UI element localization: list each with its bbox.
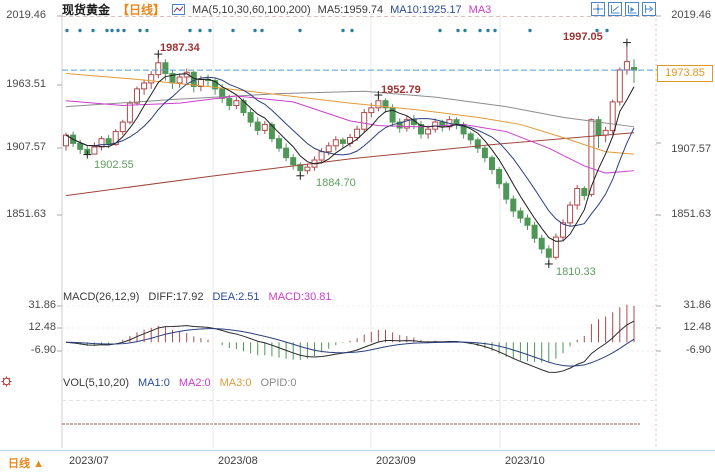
crosshair-tool-icon[interactable] [591, 2, 605, 16]
left-axis-price-label: 1851.63 [6, 208, 46, 220]
macd-diff-value: DIFF:17.92 [148, 291, 204, 303]
vol-ma3-value: MA3:0 [219, 377, 252, 389]
left-axis-price-label: 1907.57 [6, 141, 46, 153]
vol-opid-value: OPID:0 [260, 377, 297, 389]
high-price-annotation: 1987.34 [160, 42, 200, 54]
ma5-value: MA5:1959.74 [317, 3, 384, 16]
ma10-value: MA10:1925.17 [390, 3, 462, 16]
chart-toolbar [591, 2, 656, 16]
date-tick-label: 2023/07 [69, 455, 109, 467]
ma30-value-truncated: MA3 [468, 3, 492, 16]
indicator-settings-icon[interactable] [1, 376, 12, 390]
date-tick-label: 2023/09 [376, 455, 416, 467]
time-axis-bar: 日线 ▲ 2023/07 2023/08 2023/09 2023/10 [0, 450, 715, 473]
symbol-name: 现货黄金 [62, 3, 111, 17]
play-forward-icon[interactable] [625, 2, 639, 16]
period-selector[interactable]: 日线 ▲ [8, 455, 44, 471]
left-axis-price-label: 1963.51 [6, 78, 46, 90]
right-axis-price-label: 2019.46 [671, 9, 711, 21]
high-price-annotation: 1952.79 [381, 84, 421, 96]
right-axis-price-label: 1851.63 [671, 208, 711, 220]
left-axis-macd-label: 31.86 [28, 299, 56, 311]
right-axis-macd-label: 12.48 [683, 321, 711, 333]
low-price-annotation: 1884.70 [316, 177, 356, 189]
current-price-badge: 1973.85 [657, 65, 713, 82]
vol-title: VOL(5,10,20) [63, 377, 130, 389]
zoom-fit-icon[interactable] [608, 2, 622, 16]
macd-dea-value: DEA:2.51 [212, 291, 260, 303]
ma-config-label: MA(5,10,30,60,100,200) [192, 3, 311, 16]
low-price-annotation: 1902.55 [94, 159, 134, 171]
macd-header: MACD(26,12,9) DIFF:17.92 DEA:2.51 MACD:3… [63, 291, 332, 303]
line-chart-icon [172, 4, 186, 15]
vol-ma1-value: MA1:0 [138, 377, 170, 389]
high-price-annotation: 1997.05 [563, 31, 603, 43]
macd-macd-value: MACD:30.81 [268, 291, 332, 303]
pan-right-icon[interactable] [642, 2, 656, 16]
low-price-annotation: 1810.33 [556, 266, 596, 278]
triangle-up-icon: ▲ [33, 458, 44, 470]
left-axis-macd-label: -6.90 [30, 344, 56, 356]
right-axis-macd-label: 31.86 [683, 299, 711, 311]
date-tick-label: 2023/08 [218, 455, 258, 467]
chart-header: 现货黄金 【日线】 MA(5,10,30,60,100,200) MA5:195… [62, 1, 590, 18]
period-tag[interactable]: 【日线】 [117, 3, 166, 17]
right-axis-price-label: 1907.57 [671, 143, 711, 155]
left-axis-macd-label: 12.48 [28, 321, 56, 333]
macd-title: MACD(26,12,9) [63, 291, 140, 303]
vol-ma2-value: MA2:0 [178, 377, 211, 389]
right-axis-macd-label: -6.90 [685, 344, 711, 356]
vol-header: VOL(5,10,20) MA1:0 MA2:0 MA3:0 OPID:0 [63, 377, 297, 389]
period-selector-label: 日线 [8, 458, 30, 470]
date-tick-label: 2023/10 [505, 455, 545, 467]
left-axis-price-label: 2019.46 [6, 9, 46, 21]
